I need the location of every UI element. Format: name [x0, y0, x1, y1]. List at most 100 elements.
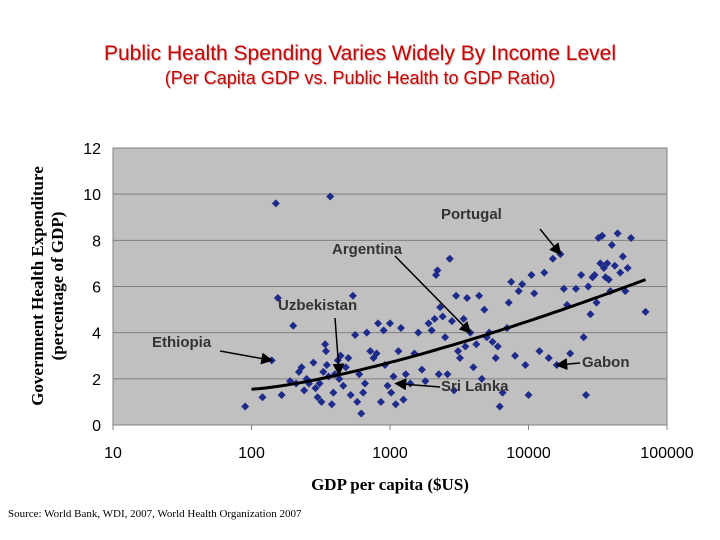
- data-point: [477, 374, 486, 383]
- data-point: [353, 397, 362, 406]
- y-tick-label: 8: [92, 233, 101, 250]
- data-point: [504, 298, 513, 307]
- x-axis-label: GDP per capita ($US): [311, 475, 469, 494]
- data-point: [480, 305, 489, 314]
- data-point: [590, 270, 599, 279]
- data-point: [386, 319, 394, 328]
- data-point: [309, 358, 318, 367]
- data-point: [604, 275, 613, 284]
- source-note: Source: World Bank, WDI, 2007, World Hea…: [8, 508, 302, 520]
- data-point: [436, 303, 445, 312]
- data-point: [361, 379, 370, 388]
- data-point: [379, 326, 388, 335]
- data-point: [443, 370, 452, 379]
- data-point: [399, 395, 408, 404]
- trend-line: [251, 278, 647, 391]
- data-point: [326, 192, 335, 201]
- data-point: [566, 349, 575, 358]
- x-tick-label: 1000: [372, 445, 408, 462]
- data-point: [401, 370, 410, 379]
- data-point: [322, 360, 331, 369]
- annotation-arrow: [555, 358, 581, 371]
- data-point: [548, 254, 557, 263]
- data-point: [317, 397, 326, 406]
- data-point: [313, 393, 322, 402]
- data-point: [607, 240, 616, 249]
- data-point: [289, 321, 298, 330]
- data-point: [641, 307, 650, 316]
- data-point: [376, 397, 385, 406]
- data-point: [511, 351, 520, 360]
- annotation-arrow: [332, 317, 345, 376]
- annotation-arrow: [219, 350, 274, 365]
- data-point: [488, 337, 497, 346]
- data-point: [459, 314, 468, 323]
- data-point: [584, 282, 593, 291]
- data-point: [592, 298, 601, 307]
- chart-title: Public Health Spending Varies Widely By …: [103, 42, 617, 65]
- data-point: [321, 340, 330, 349]
- data-point: [596, 259, 605, 268]
- data-point: [518, 280, 527, 289]
- data-point: [433, 266, 442, 275]
- data-point: [329, 388, 338, 397]
- data-point: [450, 386, 459, 395]
- data-point: [447, 317, 456, 326]
- data-point: [351, 330, 360, 339]
- data-point: [540, 268, 549, 277]
- data-point: [430, 314, 439, 323]
- data-point: [258, 393, 267, 402]
- data-point: [355, 370, 364, 379]
- annotation-label-sri-lanka: Sri Lanka: [441, 378, 509, 395]
- data-point: [372, 349, 381, 358]
- annotation-arrow: [394, 378, 441, 391]
- data-point: [495, 402, 504, 411]
- y-tick-label: 0: [92, 418, 101, 435]
- data-point: [297, 363, 306, 372]
- x-tick-label: 100: [238, 445, 265, 462]
- data-point: [366, 347, 375, 356]
- data-point: [359, 388, 368, 397]
- data-point: [271, 199, 280, 208]
- data-point: [472, 340, 481, 349]
- data-point: [586, 310, 595, 319]
- data-point: [581, 390, 590, 399]
- data-point: [357, 409, 366, 418]
- data-point: [319, 367, 328, 376]
- data-point: [493, 342, 502, 351]
- annotation-label-uzbekistan: Uzbekistan: [278, 297, 357, 314]
- data-point: [362, 328, 371, 337]
- x-tick-label: 10: [104, 445, 122, 462]
- data-point: [427, 326, 436, 335]
- data-point: [321, 347, 330, 356]
- data-point: [374, 319, 383, 328]
- annotation-arrow: [539, 228, 562, 256]
- data-point: [491, 354, 500, 363]
- data-point: [524, 390, 533, 399]
- data-point: [514, 287, 523, 296]
- data-point: [327, 400, 336, 409]
- data-point: [414, 328, 423, 337]
- data-point: [441, 333, 450, 342]
- data-point: [417, 365, 426, 374]
- data-point: [559, 284, 568, 293]
- y-tick-label: 2: [92, 372, 101, 389]
- data-point: [445, 254, 454, 263]
- data-point: [454, 347, 463, 356]
- data-point: [438, 312, 447, 321]
- data-point: [616, 268, 625, 277]
- data-point: [627, 234, 636, 243]
- data-point: [455, 354, 464, 363]
- data-point: [521, 360, 530, 369]
- data-point: [344, 354, 353, 363]
- data-point: [300, 386, 309, 395]
- data-point: [311, 384, 320, 393]
- annotation-label-gabon: Gabon: [582, 354, 630, 371]
- data-point: [339, 381, 348, 390]
- data-point: [507, 277, 516, 286]
- data-point: [571, 284, 580, 293]
- data-point: [391, 400, 400, 409]
- data-point: [475, 291, 484, 300]
- data-point: [527, 270, 536, 279]
